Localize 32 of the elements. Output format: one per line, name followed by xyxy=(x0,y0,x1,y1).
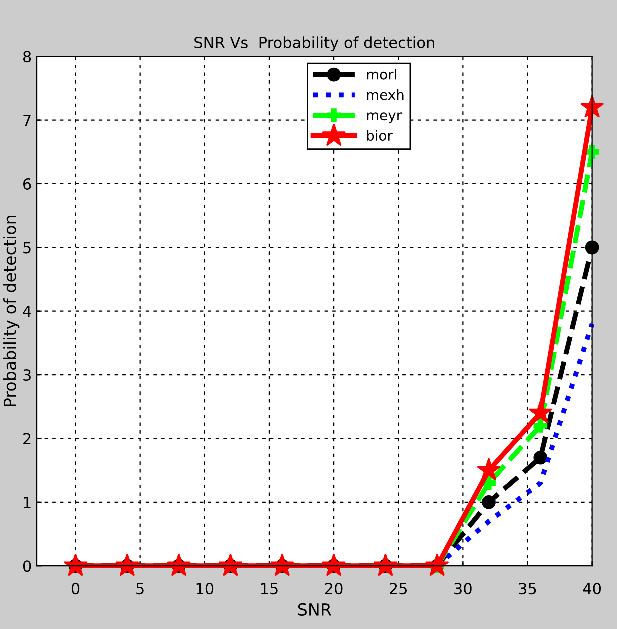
x-tick-label: 35 xyxy=(519,583,536,595)
y-tick-label: 6 xyxy=(24,178,32,190)
x-tick-label: 0 xyxy=(72,583,80,595)
chart-title: SNR Vs Probability of detection xyxy=(194,36,434,52)
point xyxy=(482,495,496,510)
x-tick-label: 30 xyxy=(454,583,472,595)
x-axis-title: SNR xyxy=(298,603,332,616)
legend-label: bior xyxy=(367,130,393,142)
y-tick-label: 0 xyxy=(23,560,32,572)
x-tick-label: 15 xyxy=(261,583,278,595)
x-tick-label: 20 xyxy=(325,583,343,595)
y-tick-label: 4 xyxy=(23,306,32,318)
point xyxy=(580,95,604,118)
y-axis-title: Probability of detection xyxy=(4,216,20,406)
point xyxy=(534,450,548,465)
point xyxy=(534,419,548,433)
x-tick-label: 10 xyxy=(196,583,214,595)
legend-label: morl xyxy=(367,69,396,80)
y-tick-label: 3 xyxy=(24,370,31,382)
x-tick-label: 25 xyxy=(390,583,407,595)
y-tick-label: 7 xyxy=(24,114,31,126)
x-tick-label: 40 xyxy=(583,583,602,595)
point xyxy=(477,458,501,481)
y-tick-label: 8 xyxy=(23,51,32,63)
y-tick-label: 2 xyxy=(24,433,31,445)
point xyxy=(528,400,553,424)
point xyxy=(585,240,600,255)
legend-label: mexh xyxy=(367,89,404,100)
x-tick-label: 5 xyxy=(136,583,144,595)
legend-label: meyr xyxy=(367,112,402,124)
y-tick-label: 1 xyxy=(24,497,31,508)
y-tick-label: 5 xyxy=(24,242,31,254)
